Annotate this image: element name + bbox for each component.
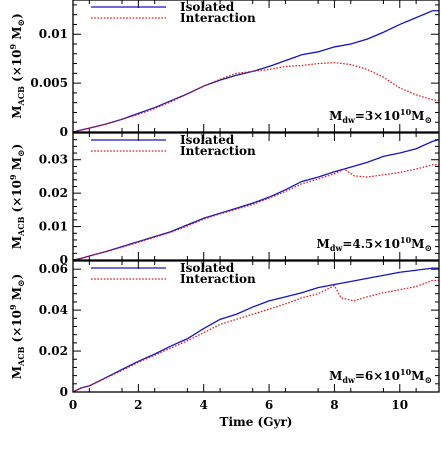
y-tick-label: 0.01 bbox=[39, 27, 68, 41]
x-axis-label: Time (Gyr) bbox=[220, 415, 293, 429]
legend-label-isolated: Isolated bbox=[180, 0, 235, 14]
y-tick-label: 0.02 bbox=[39, 344, 68, 358]
legend-label-interaction: Interaction bbox=[180, 144, 256, 158]
x-tick-label: 4 bbox=[200, 398, 208, 412]
legend-label-isolated: Isolated bbox=[180, 133, 235, 147]
y-axis-label: MACB (×109 M⊙) bbox=[8, 274, 27, 380]
y-tick-label: 0.02 bbox=[39, 186, 68, 200]
legend-label-interaction: Interaction bbox=[180, 272, 256, 286]
y-tick-label: 0.01 bbox=[39, 220, 68, 234]
x-tick-label: 6 bbox=[265, 398, 273, 412]
x-tick-labels: 0 2 4 6 8 10 bbox=[69, 398, 408, 412]
mass-annotation: Mdw=3×1010M⊙ bbox=[329, 107, 432, 126]
chart-panels: 00.0050.01IsolatedInteractionMdw=3×1010M… bbox=[8, 0, 440, 412]
x-tick-label: 0 bbox=[69, 398, 77, 412]
y-tick-label: 0.06 bbox=[39, 262, 68, 276]
y-tick-label: 0 bbox=[60, 125, 68, 139]
y-tick-label: 0.03 bbox=[39, 153, 68, 167]
y-tick-label: 0.04 bbox=[39, 303, 68, 317]
y-tick-label: 0 bbox=[60, 253, 68, 267]
series-line-isolated bbox=[72, 139, 440, 261]
panel-frame bbox=[72, 0, 440, 133]
panel-frame bbox=[72, 260, 440, 393]
legend-label-isolated: Isolated bbox=[180, 261, 235, 275]
mass-annotation: Mdw=4.5×1010M⊙ bbox=[317, 235, 432, 254]
y-tick-label: 0.005 bbox=[30, 76, 68, 90]
legend-label-interaction: Interaction bbox=[180, 11, 256, 25]
panel-frame bbox=[72, 132, 440, 261]
x-tick-label: 8 bbox=[330, 398, 338, 412]
y-axis-label: MACB (×109 M⊙) bbox=[8, 144, 27, 250]
series-line-isolated bbox=[72, 10, 439, 133]
series-line-interaction bbox=[72, 61, 440, 133]
mass-annotation: Mdw=6×1010M⊙ bbox=[329, 367, 432, 386]
y-axis-label: MACB (×109 M⊙) bbox=[8, 13, 27, 119]
x-tick-label: 10 bbox=[391, 398, 408, 412]
series-line-isolated bbox=[72, 267, 439, 393]
series-line-interaction bbox=[72, 279, 439, 393]
y-tick-label: 0 bbox=[60, 385, 68, 399]
x-tick-label: 2 bbox=[134, 398, 142, 412]
